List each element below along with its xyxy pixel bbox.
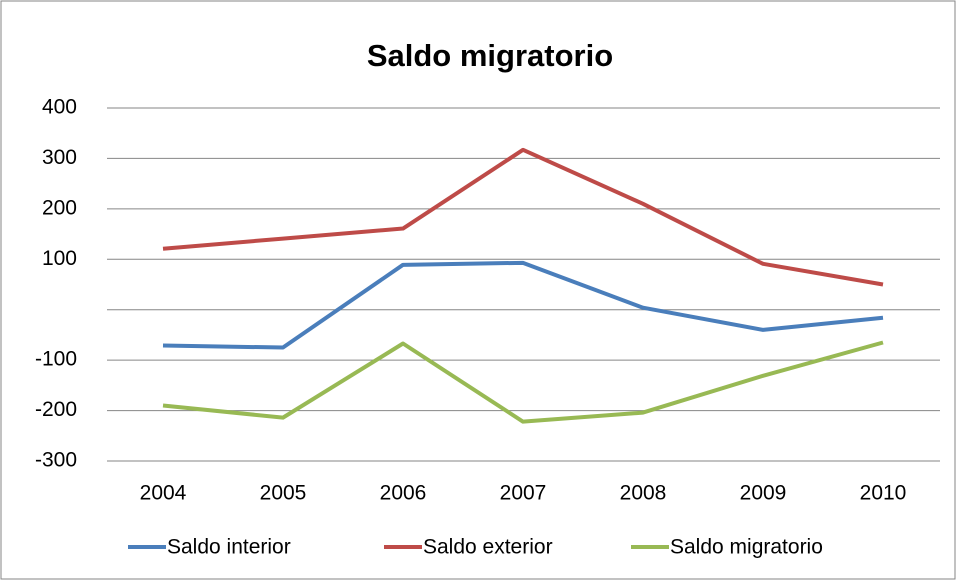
x-tick-label: 2008: [620, 482, 667, 505]
chart-title: Saldo migratorio: [367, 38, 613, 73]
x-tick-label: 2007: [500, 482, 547, 505]
x-tick-label: 2005: [260, 482, 307, 505]
y-tick-label: 300: [42, 146, 77, 169]
y-tick-label: 100: [42, 247, 77, 270]
data-line: [162, 147, 884, 287]
y-tick-label: 200: [42, 196, 77, 219]
legend-label: Saldo migratorio: [670, 536, 823, 559]
legend-label: Saldo interior: [167, 536, 291, 559]
data-line: [162, 340, 884, 424]
y-tick-label: -300: [35, 449, 77, 472]
x-tick-label: 2009: [740, 482, 787, 505]
y-tick-label: -200: [35, 398, 77, 421]
y-tick-label: -100: [35, 348, 77, 371]
x-tick-label: 2006: [380, 482, 427, 505]
y-tick-label: 400: [42, 96, 77, 119]
x-tick-label: 2010: [860, 482, 907, 505]
legend-label: Saldo exterior: [423, 536, 553, 559]
data-line: [162, 260, 884, 350]
x-tick-label: 2004: [140, 482, 187, 505]
